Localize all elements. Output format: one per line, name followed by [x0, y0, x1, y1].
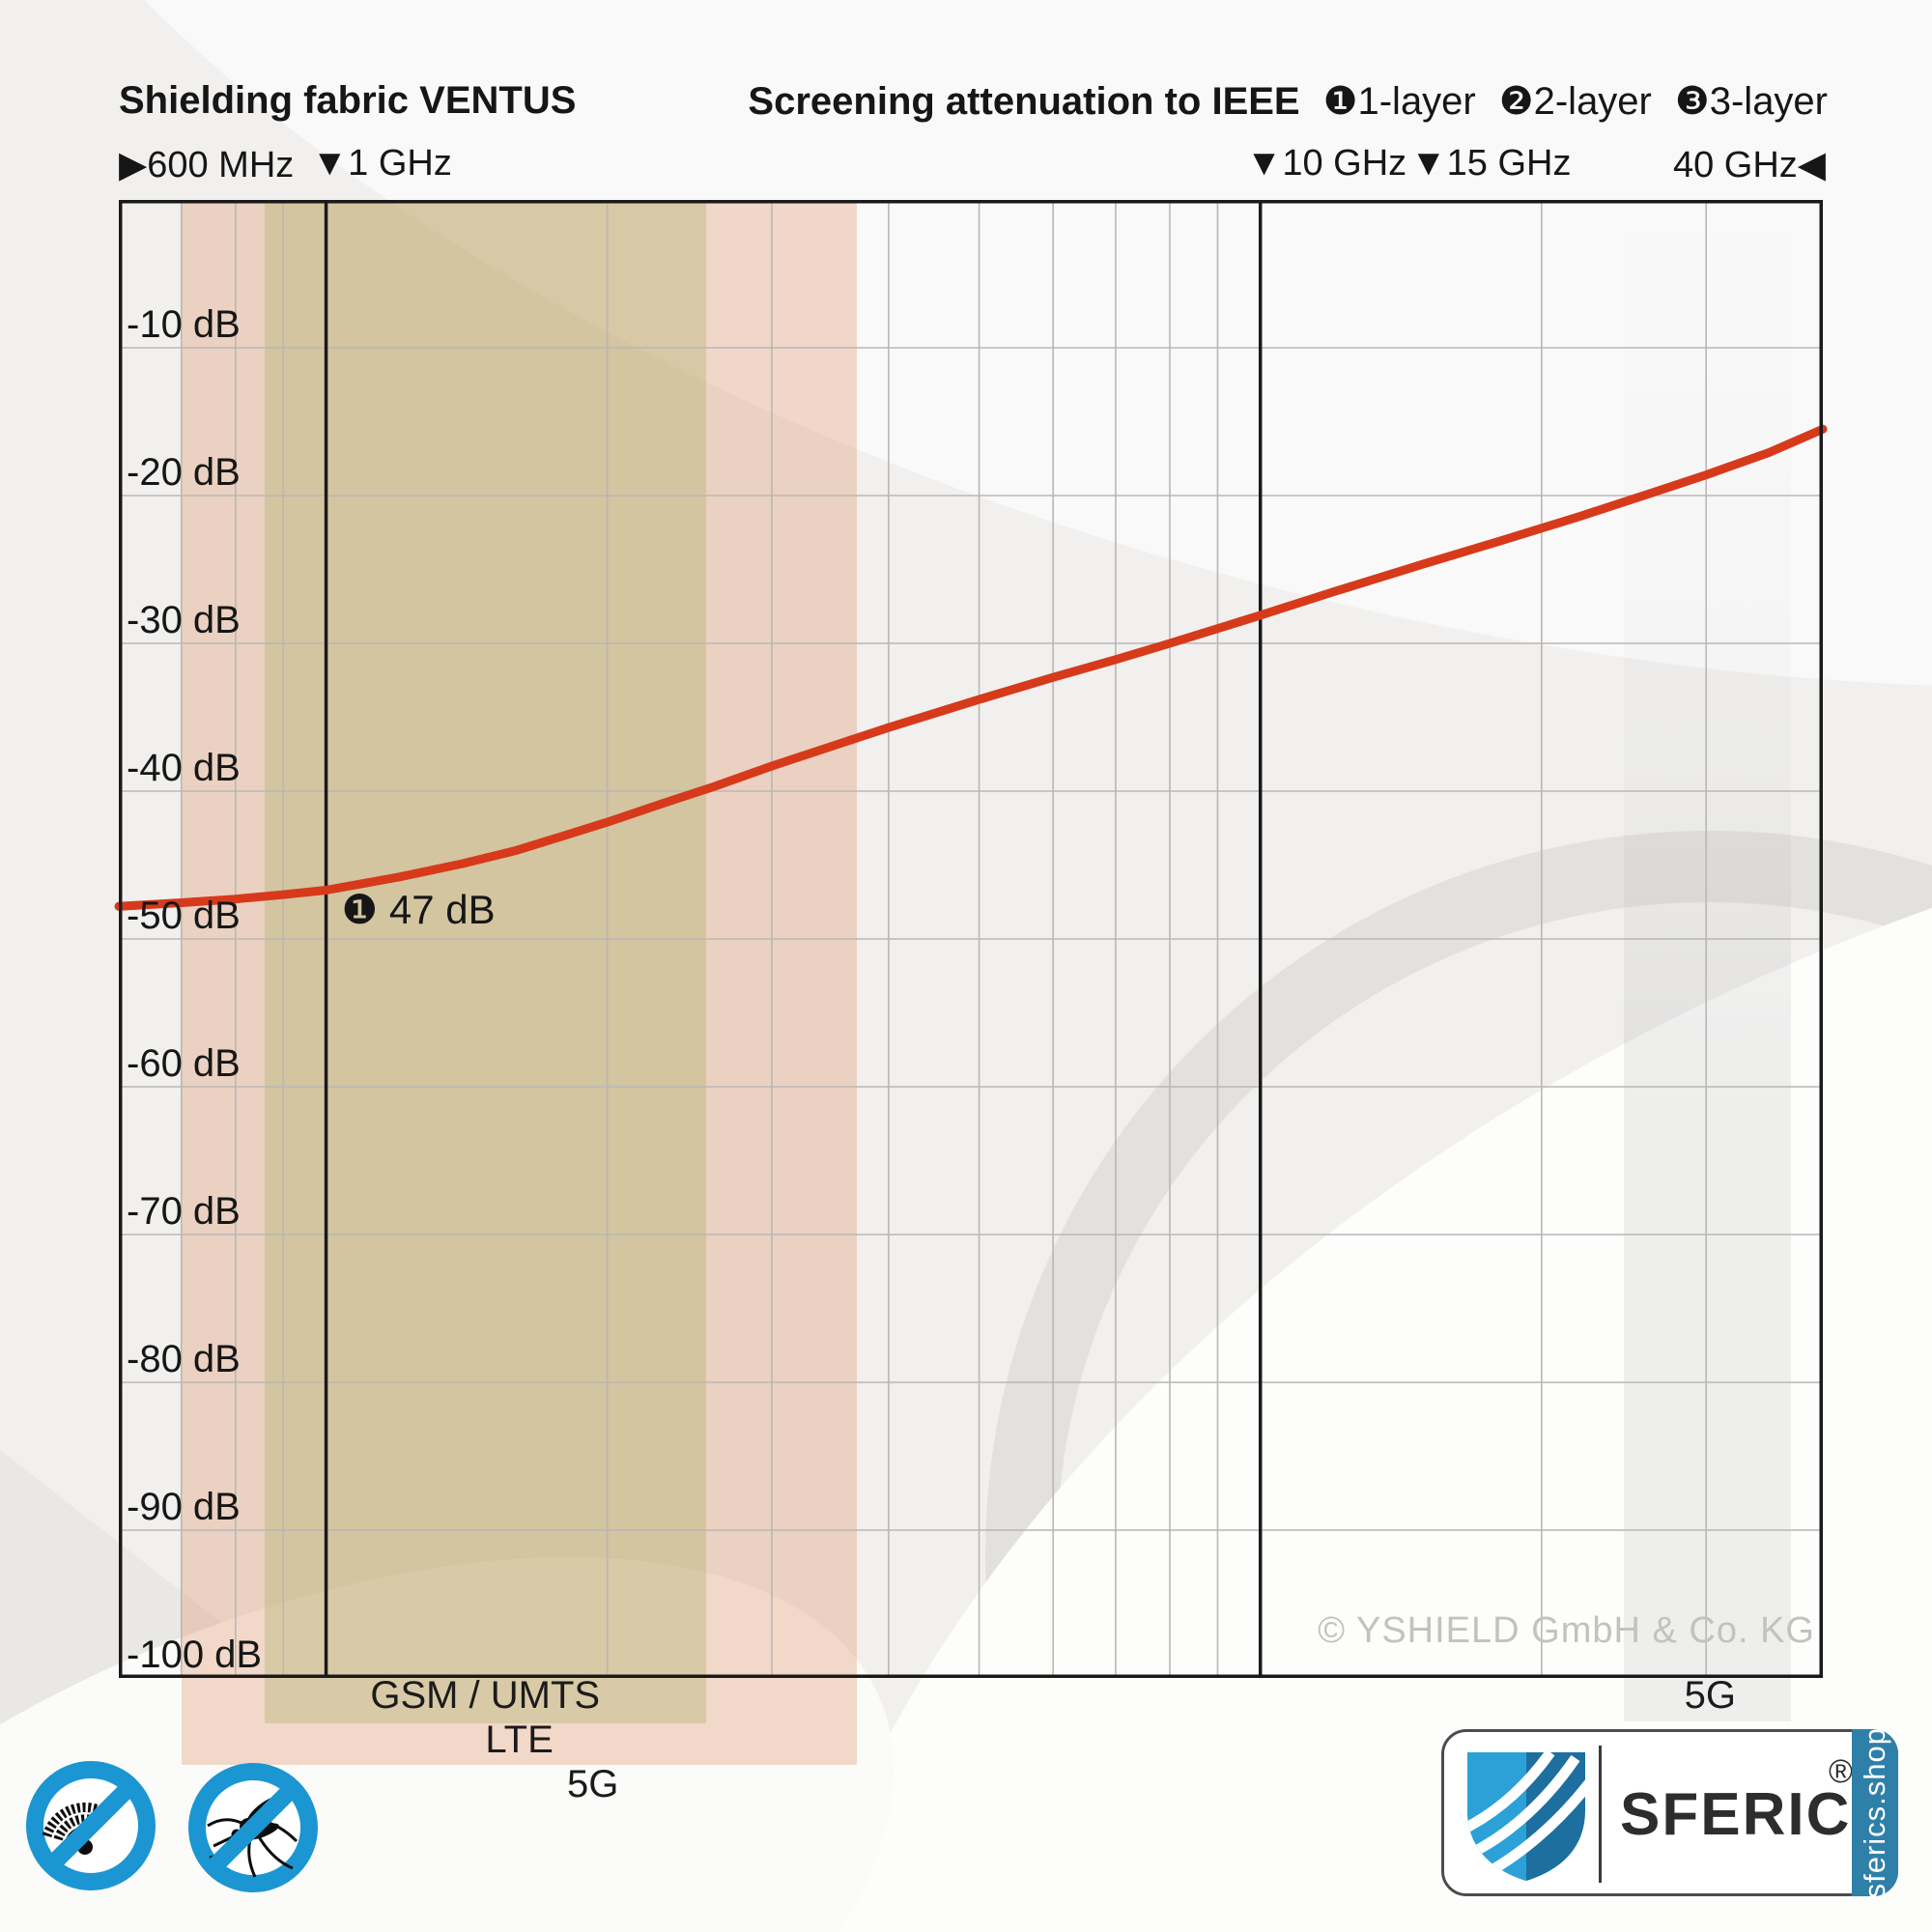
y-tick-label: -100 dB: [127, 1634, 263, 1676]
y-tick-label: -80 dB: [127, 1338, 241, 1380]
sferics-logo-card: SFERICS ® sferics.shop: [1441, 1726, 1898, 1899]
chart-title: Shielding fabric VENTUS: [119, 79, 577, 122]
band-label-5G: 5G: [1684, 1674, 1737, 1717]
data-point-annotation: ❶ 47 dB: [341, 887, 496, 932]
shop-url: sferics.shop: [1858, 1726, 1891, 1899]
band-gsm-umts-lte: [265, 200, 706, 1723]
y-tick-label: -50 dB: [127, 895, 241, 937]
y-tick-label: -20 dB: [127, 451, 241, 494]
freq-marker-40-GHz: 40 GHz◀: [1672, 145, 1826, 185]
freq-marker-1-GHz: ▼1 GHz: [311, 143, 452, 184]
band-label-GSM-UMTS: GSM / UMTS: [370, 1674, 601, 1717]
chart-plot-area: -10 dB -20 dB -30 dB -40 dB -50 dB -60 dB -70 …: [114, 200, 1828, 1805]
no-mosquito-icon: [188, 1763, 318, 1892]
y-tick-label: -40 dB: [127, 747, 241, 789]
band-5g-low: [181, 200, 858, 1765]
chart-subtitle: Screening attenuation to IEEE ❶1-layer ❷2-…: [748, 79, 1828, 124]
legend-item-3-layer: ❸3-layer: [1674, 80, 1828, 123]
band-label-5G: 5G: [567, 1763, 619, 1805]
freq-marker-10-GHz: ▼10 GHz: [1245, 143, 1407, 184]
prohibition-icons: [26, 1761, 318, 1892]
freq-marker-600-MHz: ▶600 MHz: [119, 145, 295, 185]
shop-strip: sferics.shop: [1852, 1726, 1898, 1899]
y-tick-label: -70 dB: [127, 1190, 241, 1233]
legend-item-2-layer: ❷2-layer: [1498, 80, 1652, 123]
series-legend: ❶1-layer ❷2-layer ❸3-layer: [1300, 80, 1828, 123]
band-label-LTE: LTE: [485, 1719, 554, 1761]
frequency-marker-row: ▶600 MHz ▼1 GHz ▼10 GHz ▼15 GHz 40 GHz◀: [0, 143, 1932, 191]
y-tick-label: -30 dB: [127, 599, 241, 641]
registered-mark: ®: [1829, 1753, 1854, 1790]
copyright-watermark: © YSHIELD GmbH & Co. KG: [1318, 1610, 1815, 1651]
subtitle-bold: Screening attenuation to IEEE: [748, 80, 1300, 123]
sferics-shield-icon: [1467, 1752, 1585, 1881]
freq-marker-15-GHz: ▼15 GHz: [1410, 143, 1572, 184]
no-wifi-icon: [26, 1761, 156, 1890]
y-tick-label: -90 dB: [127, 1486, 241, 1528]
chart-grid-and-series: [114, 200, 1828, 1678]
legend-item-1-layer: ❶1-layer: [1322, 80, 1476, 123]
y-tick-label: -10 dB: [127, 303, 241, 346]
y-tick-label: -60 dB: [127, 1042, 241, 1085]
logo-divider: [1599, 1746, 1602, 1883]
